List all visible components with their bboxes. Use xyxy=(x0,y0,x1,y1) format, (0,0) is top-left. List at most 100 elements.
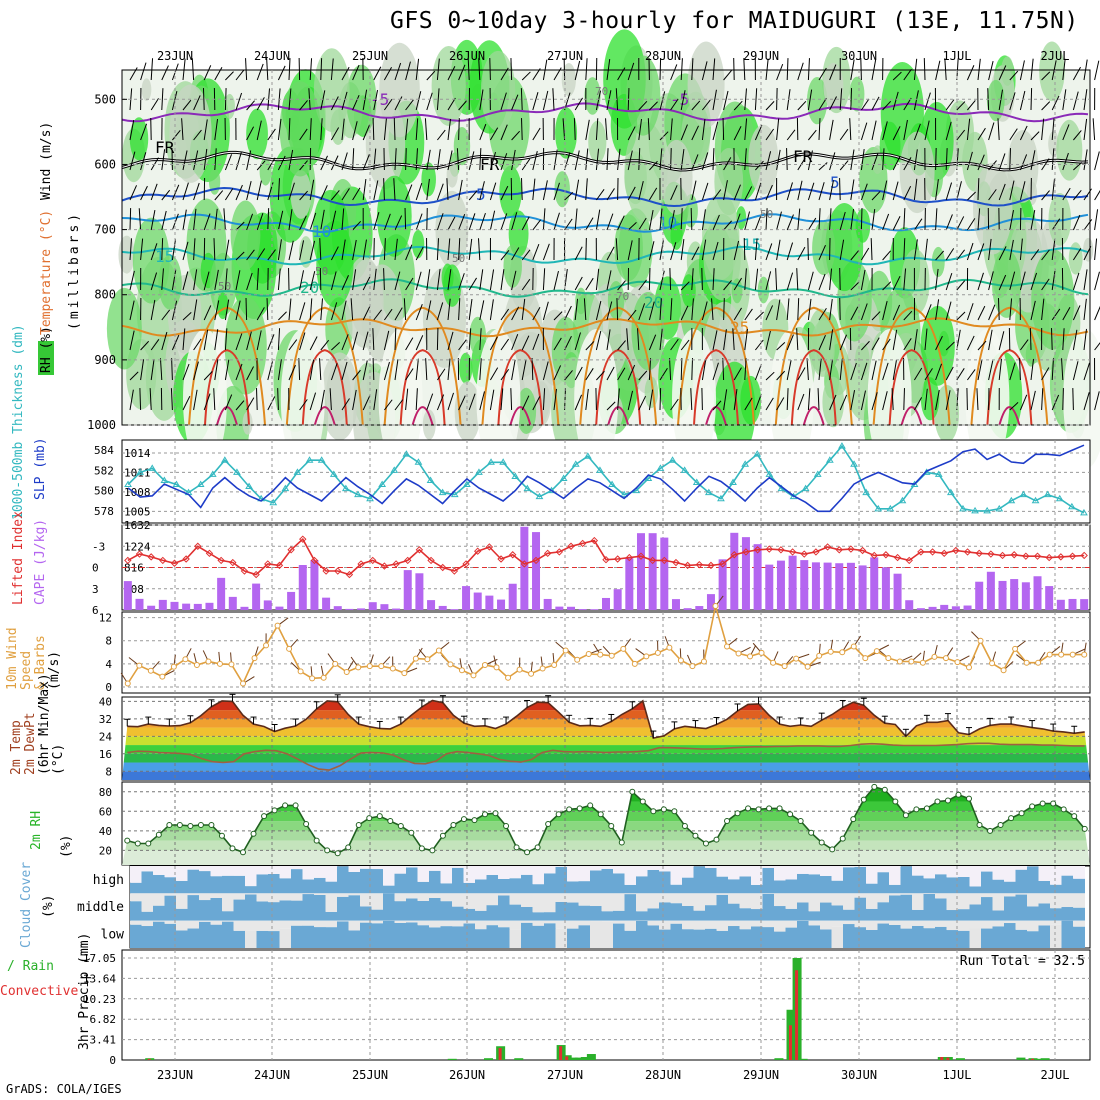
top-date-label: 25JUN xyxy=(352,49,388,63)
wind-barb xyxy=(224,154,233,171)
wind-barb xyxy=(892,126,901,141)
wind-barb xyxy=(373,66,382,81)
wind-barb xyxy=(521,71,531,81)
wind-barb xyxy=(553,149,558,171)
wind-barb xyxy=(129,330,135,351)
cape-bar xyxy=(403,570,412,610)
cloud-clear-cell xyxy=(647,893,660,909)
wind-barb xyxy=(383,66,393,81)
wind-barb xyxy=(458,238,461,261)
thickness-line-marker xyxy=(898,496,907,504)
wind-barb xyxy=(256,388,258,411)
thickness-line-marker xyxy=(886,504,895,512)
cape-bar xyxy=(602,597,610,610)
wind-barb xyxy=(574,276,583,291)
wind-barb xyxy=(140,185,148,201)
rh-line-marker xyxy=(387,818,394,825)
cloud-clear-cell xyxy=(164,920,177,924)
wind-barb xyxy=(1009,128,1018,141)
rh-line-marker xyxy=(724,818,730,825)
cloud-cell xyxy=(900,866,913,894)
cloud-cell xyxy=(544,923,556,948)
cape-bar xyxy=(520,526,529,610)
wind-barb xyxy=(352,121,358,141)
rh-line-marker xyxy=(934,798,941,805)
wind-barb xyxy=(648,389,654,411)
lifted-index-line-marker xyxy=(275,561,284,570)
wind-barb xyxy=(500,124,508,141)
cloud-cell xyxy=(256,930,269,948)
wind-barb xyxy=(870,238,873,261)
lifted-index-line-marker xyxy=(497,555,505,563)
wind-barb xyxy=(235,251,245,261)
lifted-index-line-marker xyxy=(404,556,412,565)
wind-barb xyxy=(871,209,876,231)
wind-barb xyxy=(436,394,445,411)
rh-line-marker xyxy=(208,821,215,828)
wind-barb xyxy=(998,358,1003,381)
temp-contour-25 xyxy=(481,306,560,426)
wind-barb xyxy=(553,311,563,321)
wind-barb xyxy=(129,151,136,171)
cloud-cell xyxy=(302,925,315,948)
wind-barb xyxy=(1073,161,1082,171)
wind-barb xyxy=(744,308,753,321)
cloud-clear-cell xyxy=(958,866,970,877)
wind-barb xyxy=(733,277,743,291)
cape-bar xyxy=(625,558,634,610)
wind-barb xyxy=(193,182,200,201)
cloud-clear-cell xyxy=(992,893,1005,911)
rh-line-marker xyxy=(734,810,741,817)
wind-barb xyxy=(669,268,672,291)
wind-barb xyxy=(786,334,794,351)
plume xyxy=(1063,328,1100,469)
cloud-cell xyxy=(843,924,855,948)
wind-barb xyxy=(532,219,541,231)
wind-speed-line-marker xyxy=(193,662,200,669)
cloud-cell xyxy=(325,911,338,921)
wind-barb xyxy=(797,298,800,321)
wind-barb xyxy=(415,388,418,411)
wind-barb xyxy=(850,88,853,111)
cloud-cell xyxy=(670,923,683,948)
thickness-line-marker xyxy=(959,504,967,512)
wind-barb xyxy=(733,184,741,201)
cape-bar xyxy=(975,581,984,610)
wind-barb xyxy=(213,388,216,411)
wind-barb xyxy=(839,160,849,171)
cloud-cell xyxy=(751,926,763,948)
rh-line-marker xyxy=(155,831,162,838)
wind-barb xyxy=(1009,362,1016,381)
cloud-cell xyxy=(601,868,614,894)
wind-barb xyxy=(352,94,360,111)
wind-barb xyxy=(712,121,719,141)
cloud-cell xyxy=(348,871,361,894)
temp-tick: 32 xyxy=(99,713,112,726)
cloud-clear-cell xyxy=(314,866,326,878)
wind-barb xyxy=(1051,269,1056,291)
wind-barb xyxy=(489,389,495,411)
wind-barb xyxy=(850,390,856,411)
wind-speed-line-marker xyxy=(643,653,650,660)
cloud-cell xyxy=(383,893,395,921)
wind-barb xyxy=(542,268,546,291)
wind-speed-line-marker xyxy=(263,642,270,649)
wind-barb xyxy=(393,178,396,201)
wind-speed-line-marker xyxy=(1000,667,1007,674)
wind-barb xyxy=(997,298,1000,321)
cloud-cell xyxy=(417,925,430,948)
wind-barb xyxy=(362,239,367,261)
rh-patch xyxy=(412,229,425,259)
cloud-clear-cell xyxy=(222,920,234,922)
wind-barb xyxy=(585,277,594,291)
wind-barb xyxy=(553,365,562,381)
wind-barb xyxy=(511,149,516,171)
cloud-clear-cell xyxy=(728,920,740,927)
wind-barb xyxy=(648,301,655,321)
temp-contour-30 xyxy=(790,349,837,426)
cloud-cell xyxy=(889,884,901,894)
lifted-index-line-marker xyxy=(812,548,820,556)
cloud-cell xyxy=(958,930,970,948)
wind-barb xyxy=(860,247,870,261)
wind-barb xyxy=(850,179,855,201)
